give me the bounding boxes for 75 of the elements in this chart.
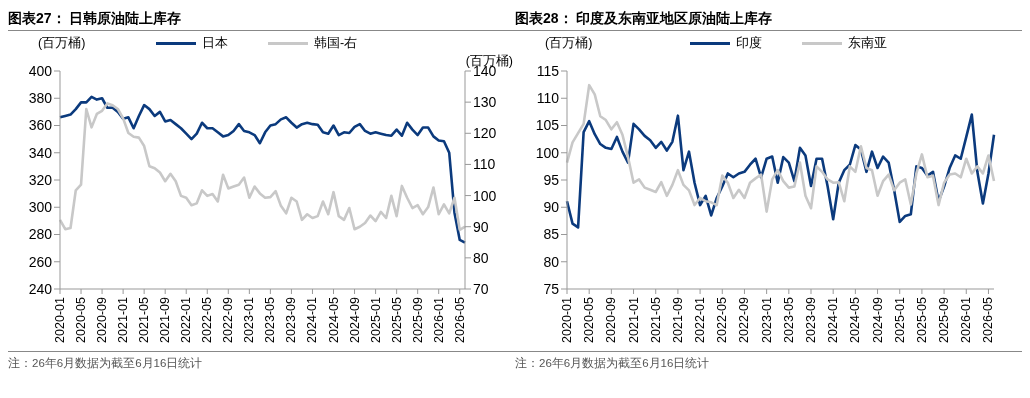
- y-axis-title: (百万桶): [38, 35, 86, 52]
- y-tick-label: 95: [543, 171, 560, 188]
- x-tick-label: 2020-05: [582, 296, 597, 343]
- y2-tick-label: 120: [473, 125, 497, 142]
- x-tick-label: 2021-09: [670, 296, 685, 343]
- y-tick-label: 100: [535, 144, 560, 161]
- x-tick-label: 2025-01: [892, 296, 907, 343]
- legend-label: 印度: [735, 35, 762, 52]
- x-tick-label: 2024-01: [826, 296, 841, 343]
- y2-tick-label: 90: [473, 218, 489, 235]
- x-tick-label: 2024-01: [305, 296, 320, 343]
- y2-tick-label: 110: [473, 156, 496, 173]
- legend-label: 日本: [200, 35, 228, 52]
- chart-title: 图表28： 印度及东南亚地区原油陆上库存: [515, 8, 1022, 31]
- y-tick-label: 360: [28, 117, 53, 134]
- x-tick-label: 2020-09: [95, 296, 110, 343]
- y-tick-label: 320: [28, 171, 53, 188]
- x-tick-label: 2025-09: [937, 296, 952, 343]
- x-tick-label: 2026-01: [431, 296, 446, 343]
- x-tick-label: 2023-09: [804, 296, 818, 343]
- y-tick-label: 105: [535, 117, 560, 134]
- x-tick-label: 2026-05: [452, 296, 467, 343]
- y-tick-label: 380: [28, 90, 53, 107]
- y-tick-label: 90: [543, 199, 560, 216]
- y-tick-label: 400: [28, 62, 53, 79]
- x-tick-label: 2026-05: [981, 296, 996, 343]
- x-tick-label: 2024-09: [347, 296, 362, 343]
- x-tick-label: 2024-05: [848, 296, 863, 343]
- x-tick-label: 2021-05: [137, 296, 152, 343]
- y-tick-label: 110: [536, 90, 560, 107]
- x-tick-label: 2022-09: [737, 296, 752, 343]
- y2-tick-label: 80: [473, 249, 489, 266]
- y-tick-label: 260: [28, 253, 53, 270]
- y-tick-label: 300: [28, 199, 53, 216]
- x-tick-label: 2022-01: [693, 296, 708, 343]
- x-tick-label: 2024-09: [870, 296, 885, 343]
- x-tick-label: 2021-01: [116, 296, 131, 343]
- y-tick-label: 115: [536, 62, 560, 79]
- x-tick-label: 2022-01: [179, 296, 194, 343]
- x-tick-label: 2022-05: [200, 296, 215, 343]
- x-tick-label: 2020-01: [53, 296, 67, 343]
- x-tick-label: 2023-01: [242, 296, 257, 343]
- y2-tick-label: 100: [473, 187, 497, 204]
- y-tick-label: 85: [543, 226, 560, 243]
- x-tick-label: 2025-05: [914, 296, 929, 343]
- y2-tick-label: 130: [473, 94, 497, 111]
- x-tick-label: 2023-01: [759, 296, 774, 343]
- y-tick-label: 80: [543, 253, 560, 270]
- x-tick-label: 2026-01: [959, 296, 974, 343]
- legend-label: 韩国-右: [312, 35, 358, 52]
- x-tick-label: 2023-05: [263, 296, 278, 343]
- x-tick-label: 2025-05: [389, 296, 404, 343]
- chart-title: 图表27： 日韩原油陆上库存: [8, 8, 515, 31]
- text: 注：26年6月数据为截至6月16日统计: [8, 356, 204, 371]
- y2-tick-label: 70: [473, 280, 489, 297]
- x-tick-label: 2023-05: [781, 296, 796, 343]
- x-tick-label: 2024-05: [326, 296, 341, 343]
- x-tick-label: 2021-05: [648, 296, 663, 343]
- x-tick-label: 2025-09: [410, 296, 425, 343]
- y-tick-label: 280: [28, 226, 53, 243]
- y-tick-label: 75: [543, 280, 560, 297]
- x-tick-label: 2023-09: [284, 296, 299, 343]
- x-tick-label: 2025-01: [368, 296, 383, 343]
- y-tick-label: 240: [28, 280, 53, 297]
- x-tick-label: 2022-05: [715, 296, 730, 343]
- x-tick-label: 2021-01: [626, 296, 641, 343]
- x-tick-label: 2022-09: [221, 296, 236, 343]
- x-tick-label: 2021-09: [158, 296, 173, 343]
- x-tick-label: 2020-05: [74, 296, 89, 343]
- x-tick-label: 2020-09: [604, 296, 619, 343]
- legend-label: 东南亚: [847, 35, 887, 52]
- x-tick-label: 2020-01: [560, 296, 574, 343]
- y-axis-title: (百万桶): [545, 35, 593, 52]
- text: 注：26年6月数据为截至6月16日统计: [515, 356, 711, 371]
- y-tick-label: 340: [28, 144, 53, 161]
